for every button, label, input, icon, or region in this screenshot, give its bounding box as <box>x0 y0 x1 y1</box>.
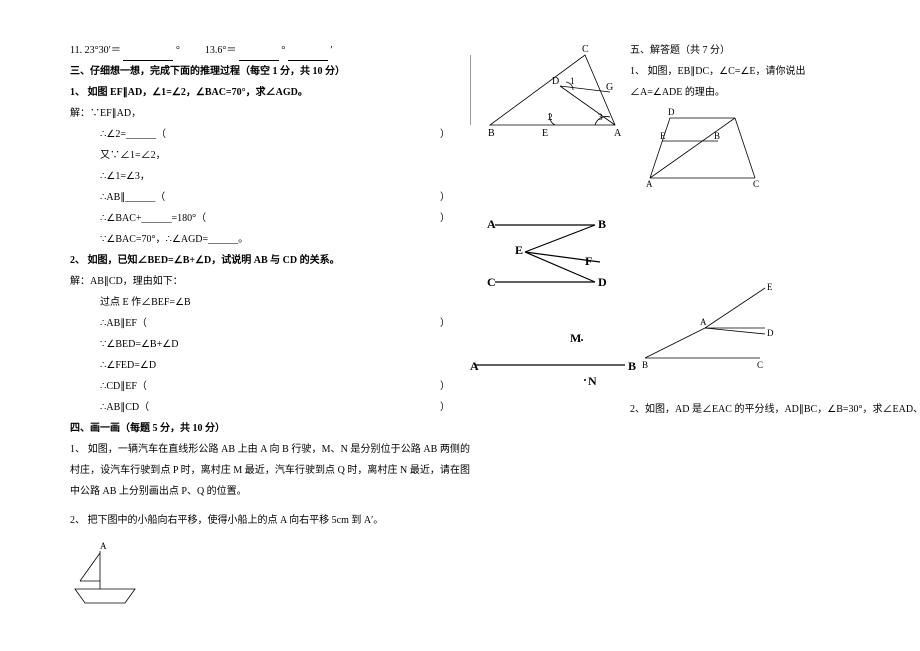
label-e4: E <box>660 131 666 141</box>
label-a: A <box>614 128 622 139</box>
s4-q1: 1、 如图，一辆汽车在直线形公路 AB 上由 A 向 B 行驶，M、N 是分别位… <box>70 439 470 502</box>
figure-z: A B E F C D <box>470 210 630 300</box>
proof-line: ∴CD∥EF（ ） <box>70 376 470 397</box>
close-paren: ） <box>440 208 450 229</box>
s3-q1-prompt: 1、 如图 EF∥AD，∠1=∠2，∠BAC=70°，求∠AGD。 <box>70 82 470 103</box>
s3-q1-line3: ∴∠1=∠3， <box>70 166 470 187</box>
blank <box>288 51 328 61</box>
label-e5: E <box>767 282 773 292</box>
s3-q2-line6: ∴AB∥CD（ <box>100 402 149 413</box>
s3-q1-line5: ∴∠BAC+______=180°（ <box>100 213 206 224</box>
label-a3: A <box>470 359 479 373</box>
section3-heading: 三、仔细想一想，完成下面的推理过程（每空 1 分，共 10 分） <box>70 61 470 82</box>
label-n: N <box>588 374 597 388</box>
label-e2: E <box>515 243 523 257</box>
section5-heading: 五、解答题（共 7 分） <box>630 40 850 61</box>
s5-q1: 1、 如图，EB∥DC，∠C=∠E，请你说出∠A=∠ADE 的理由。 <box>630 61 850 103</box>
close-paren: ） <box>440 397 450 418</box>
right-column: 五、解答题（共 7 分） 1、 如图，EB∥DC，∠C=∠E，请你说出∠A=∠A… <box>630 40 850 611</box>
figure-parallelogram: E D A B C <box>630 103 770 193</box>
close-paren: ） <box>440 376 450 397</box>
label-c: C <box>582 44 589 55</box>
s3-q2-line4: ∴∠FED=∠D <box>70 355 470 376</box>
middle-figures: B E A C D G 1 2 3 A B E F C D <box>470 40 630 611</box>
label-b: B <box>488 128 495 139</box>
s3-q2-line3: ∵∠BED=∠B+∠D <box>70 334 470 355</box>
label-d5: D <box>767 328 774 338</box>
s3-q1-line4: ∴AB∥______（ <box>100 192 165 203</box>
boat-figure: A <box>70 541 470 611</box>
left-column: 11. 23°30′＝ ° 13.6°＝ ° ′ 三、仔细想一想，完成下面的推理… <box>70 40 470 611</box>
label-1: 1 <box>570 76 575 86</box>
s3-q1-line1: ∴∠2=______（ <box>100 129 166 140</box>
label-d: D <box>552 76 559 87</box>
s3-q1-line2: 又∵∠1=∠2， <box>70 145 470 166</box>
q11-line: 11. 23°30′＝ ° 13.6°＝ ° ′ <box>70 40 470 61</box>
proof-line: ∴AB∥______（ ） <box>70 187 470 208</box>
section4-heading: 四、画一画（每题 5 分，共 10 分） <box>70 418 470 439</box>
figure-road: M A B N <box>470 330 640 390</box>
label-b2: B <box>598 217 606 231</box>
figure-triangle: B E A C D G 1 2 3 <box>470 40 630 145</box>
label-e: E <box>542 128 548 139</box>
label-b5: B <box>642 360 648 370</box>
s5-q2: 2、如图，AD 是∠EAC 的平分线，AD∥BC，∠B=30°，求∠EAD、∠D… <box>630 399 850 420</box>
label-a5: A <box>700 317 707 327</box>
label-b4: B <box>714 131 720 141</box>
close-paren: ） <box>440 313 450 334</box>
label-d2: D <box>598 275 607 289</box>
close-paren: ） <box>440 187 450 208</box>
s3-q2-line5: ∴CD∥EF（ <box>100 381 147 392</box>
unit-deg: ° <box>176 45 180 56</box>
label-d4: D <box>668 107 675 117</box>
figure-bisector: B C A E D <box>630 273 780 373</box>
label-c4: C <box>753 179 759 189</box>
q11-label2: 13.6°＝ <box>205 45 237 56</box>
label-a4: A <box>646 179 653 189</box>
label-c2: C <box>487 275 496 289</box>
boat-label-a: A <box>100 541 107 551</box>
s3-q2-prompt: 2、 如图，已知∠BED=∠B+∠D，试说明 AB 与 CD 的关系。 <box>70 250 470 271</box>
s3-q2-line2: ∴AB∥EF（ <box>100 318 147 329</box>
proof-line: ∴AB∥EF（ ） <box>70 313 470 334</box>
dot-n <box>584 379 586 381</box>
label-3: 3 <box>598 112 603 122</box>
label-a2: A <box>487 217 496 231</box>
label-2: 2 <box>548 112 553 122</box>
dot-m <box>581 339 583 341</box>
label-b3: B <box>628 359 636 373</box>
q11-label: 11. 23°30′＝ <box>70 45 121 56</box>
label-c5: C <box>757 360 763 370</box>
label-g: G <box>606 82 613 93</box>
unit-deg2: ° <box>281 45 285 56</box>
s4-q2: 2、 把下图中的小船向右平移，使得小船上的点 A 向右平移 5cm 到 A′。 <box>70 510 470 531</box>
s3-q1-line6: ∵∠BAC=70°，∴∠AGD=______。 <box>70 229 470 250</box>
s3-q2-line0: 解：AB∥CD，理由如下： <box>70 271 470 292</box>
label-m: M <box>570 331 581 345</box>
s3-q1-line0: 解：∵EF∥AD， <box>70 103 470 124</box>
unit-min: ′ <box>330 45 332 56</box>
proof-line: ∴∠2=______（ ） <box>70 124 470 145</box>
close-paren: ） <box>440 124 450 145</box>
proof-line: ∴AB∥CD（ ） <box>70 397 470 418</box>
label-f2: F <box>585 254 592 268</box>
proof-line: ∴∠BAC+______=180°（ ） <box>70 208 470 229</box>
blank <box>239 51 279 61</box>
s3-q2-line1: 过点 E 作∠BEF=∠B <box>70 292 470 313</box>
blank <box>123 51 173 61</box>
